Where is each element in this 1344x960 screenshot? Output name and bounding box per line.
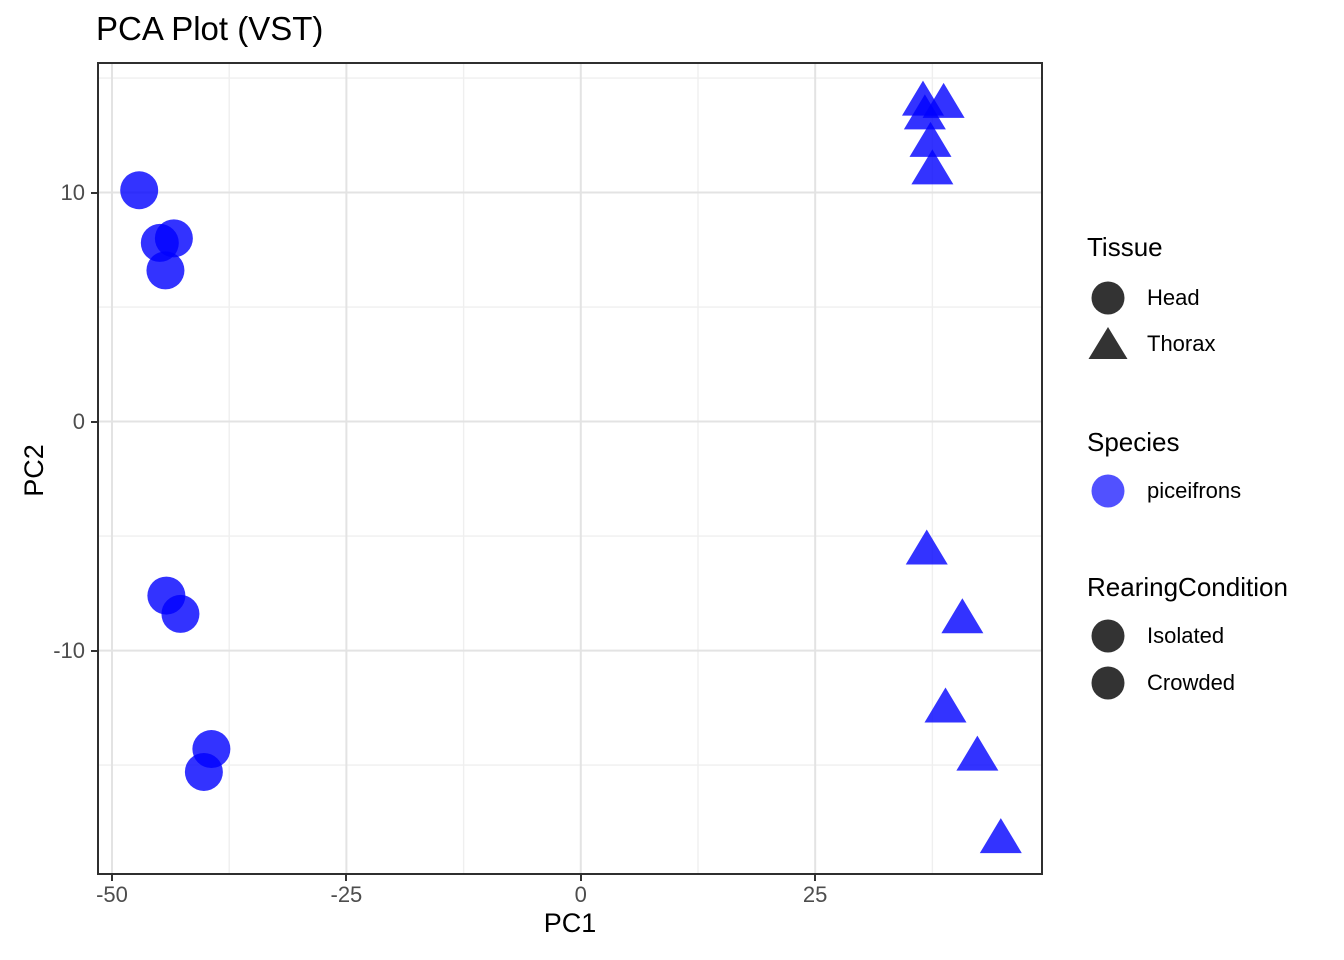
thorax-data-point	[909, 121, 952, 157]
thorax-triangle-icon	[1088, 327, 1128, 359]
legend-item-thorax: Thorax	[1085, 321, 1215, 367]
legend-title-species: Species	[1087, 427, 1180, 457]
thorax-data-point	[956, 735, 999, 771]
legend-item-crowded: Crowded	[1085, 660, 1235, 706]
thorax-data-point	[941, 598, 984, 634]
legend-title-tissue: Tissue	[1087, 232, 1163, 262]
x-tick-mark	[814, 875, 817, 881]
isolated-circle-icon	[1091, 619, 1125, 653]
thorax-data-point	[911, 149, 954, 185]
x-tick-mark	[111, 875, 113, 881]
y-tick-mark	[91, 420, 97, 423]
head-data-point	[184, 752, 223, 791]
thorax-data-point	[979, 818, 1022, 854]
legend-item-isolated: Isolated	[1085, 613, 1224, 659]
x-tick-label: 0	[574, 882, 587, 907]
y-tick-mark	[91, 649, 97, 652]
x-tick-mark	[345, 875, 348, 881]
x-tick-label: 25	[802, 882, 828, 907]
legend-item-piceifrons: piceifrons	[1085, 468, 1241, 514]
head-data-point	[120, 171, 159, 210]
legend-label-head: Head	[1147, 285, 1200, 310]
x-tick-label: -25	[330, 882, 363, 907]
legend-label-isolated: Isolated	[1147, 623, 1225, 648]
y-tick-label: 10	[60, 179, 85, 205]
scatter-plot-canvas	[97, 62, 1043, 875]
thorax-data-point	[905, 529, 948, 565]
legend-label-piceifrons: piceifrons	[1147, 478, 1242, 503]
legend-title-rearing-condition: RearingCondition	[1087, 572, 1288, 602]
y-axis-title: PC2	[19, 444, 49, 497]
piceifrons-circle-icon	[1091, 474, 1125, 508]
y-tick-label: -10	[53, 637, 85, 663]
legend-item-head: Head	[1085, 275, 1200, 321]
head-circle-icon	[1091, 281, 1125, 315]
crowded-circle-icon	[1091, 666, 1125, 700]
plot-title: PCA Plot (VST)	[96, 10, 324, 47]
thorax-data-point	[903, 94, 946, 130]
thorax-data-point	[924, 687, 967, 723]
x-tick-mark	[579, 875, 582, 881]
plot-panel	[97, 62, 1043, 875]
head-data-point	[161, 594, 200, 633]
y-tick-mark	[91, 191, 97, 194]
legend-label-crowded: Crowded	[1147, 670, 1236, 695]
y-tick-label: 0	[72, 408, 85, 434]
x-tick-label: -50	[96, 882, 128, 907]
head-data-point	[154, 219, 193, 258]
panel-border	[97, 62, 1043, 875]
head-data-point	[146, 251, 185, 290]
legend-label-thorax: Thorax	[1147, 331, 1216, 356]
x-axis-title: PC1	[543, 908, 597, 938]
